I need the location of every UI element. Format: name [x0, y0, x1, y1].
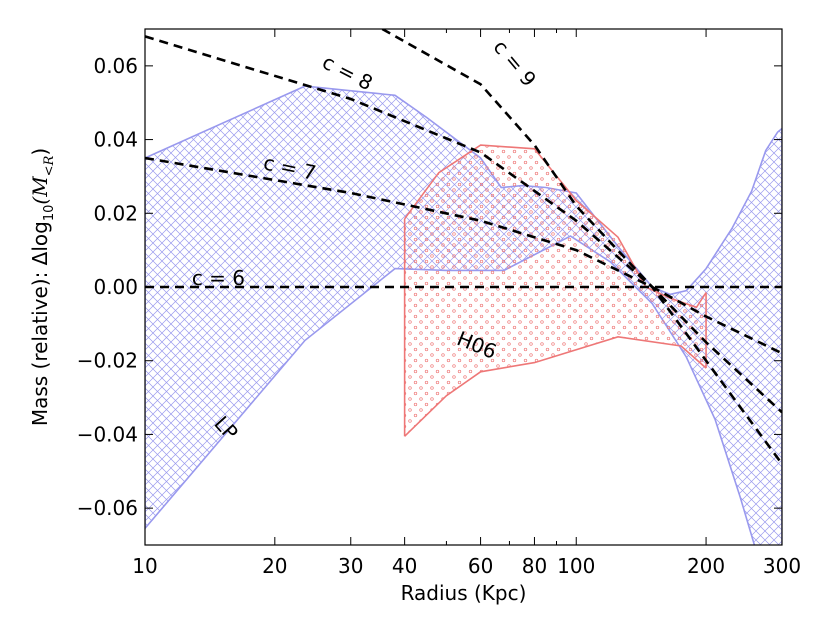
x-tick-label-30: 30 — [338, 554, 363, 578]
shaded-regions — [145, 85, 782, 545]
y-tick-label-minus-0-04: −0.04 — [77, 422, 138, 446]
x-tick-label-80: 80 — [522, 554, 547, 578]
region-lower-h06 — [404, 335, 707, 437]
y-tick-label-0-02: 0.02 — [93, 201, 138, 225]
y-axis-ticks: 0.06 0.04 0.02 0.00 −0.02 −0.04 −0.06 — [77, 54, 782, 520]
annotation-c-9: c = 9 — [489, 35, 542, 91]
x-tick-label-10: 10 — [132, 554, 157, 578]
x-tick-label-40: 40 — [392, 554, 417, 578]
x-tick-label-200: 200 — [687, 554, 725, 578]
x-tick-label-20: 20 — [262, 554, 287, 578]
x-tick-label-60: 60 — [468, 554, 493, 578]
y-tick-label-0-00: 0.00 — [93, 275, 138, 299]
model-curves — [145, 29, 782, 465]
y-axis-label: Mass (relative): Δlog10(M<R) — [28, 148, 57, 426]
x-tick-label-100: 100 — [557, 554, 595, 578]
y-tick-label-0-04: 0.04 — [93, 128, 138, 152]
region-fill-lp — [145, 86, 782, 545]
x-axis-ticks: 10 20 30 40 60 80 100 200 300 — [132, 29, 801, 578]
annotation-c-6: c = 6 — [192, 266, 245, 290]
curve-c-8 — [145, 35, 782, 414]
y-tick-label-minus-0-06: −0.06 — [77, 496, 138, 520]
curve-c-9 — [381, 29, 782, 465]
region-fill-h06 — [404, 145, 707, 437]
x-axis-label: Radius (Kpc) — [401, 581, 527, 605]
x-tick-label-300: 300 — [763, 554, 801, 578]
y-tick-label-minus-0-02: −0.02 — [77, 349, 138, 373]
y-tick-label-0-06: 0.06 — [93, 54, 138, 78]
curve-c-7 — [145, 156, 782, 355]
